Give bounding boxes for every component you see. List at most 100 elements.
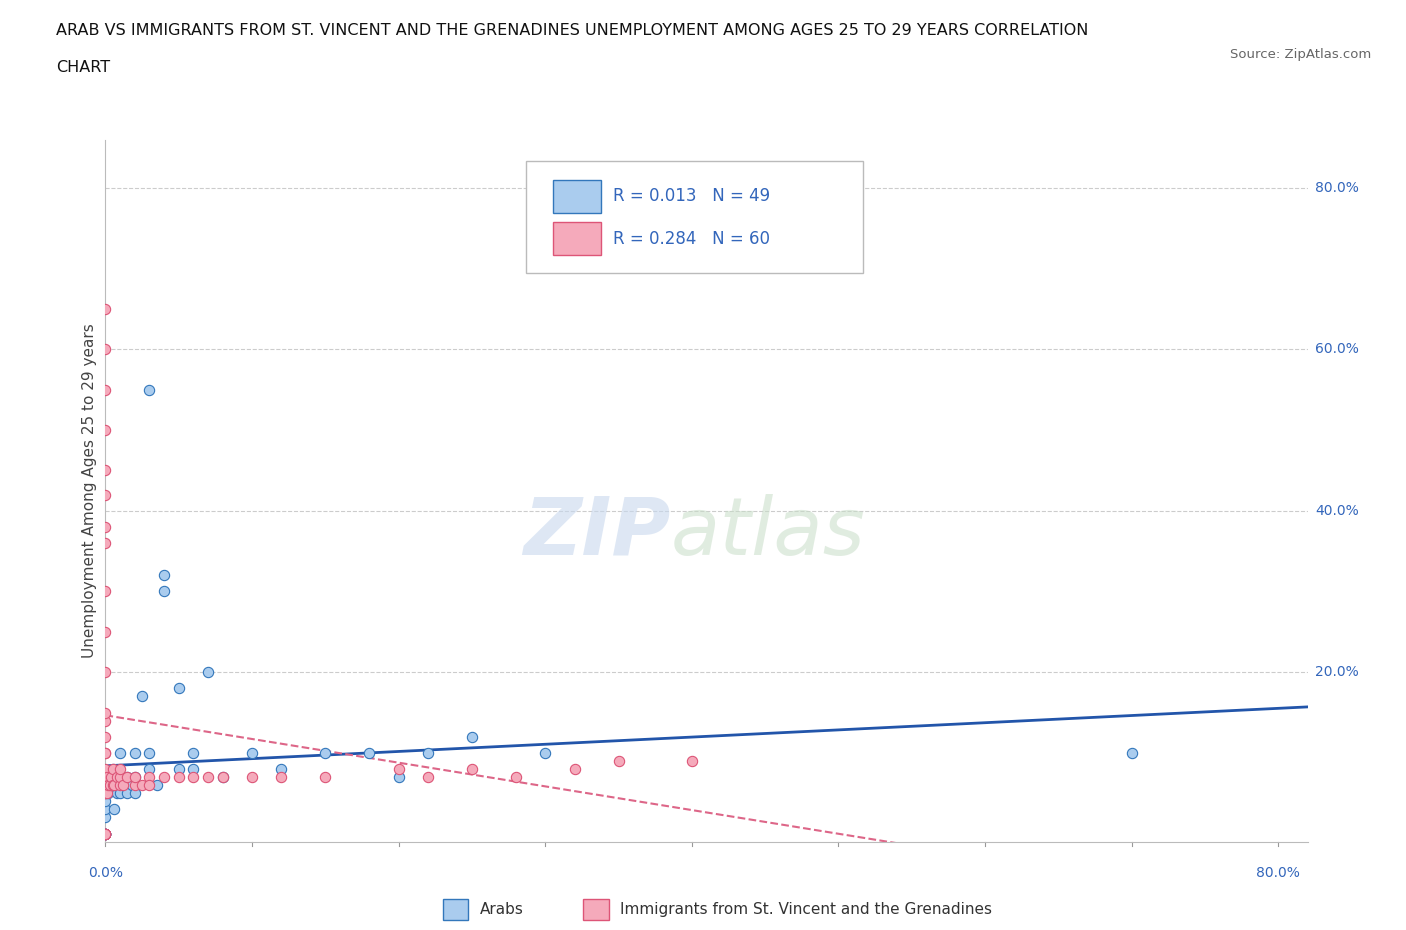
Point — [416, 770, 439, 785]
Point — [534, 746, 557, 761]
Point — [94, 826, 117, 841]
FancyBboxPatch shape — [553, 179, 600, 213]
Point — [117, 786, 139, 801]
Point — [131, 777, 153, 792]
Point — [138, 770, 160, 785]
Point — [505, 770, 527, 785]
Point — [94, 777, 117, 792]
Point — [101, 762, 124, 777]
Point — [108, 786, 131, 801]
Point — [124, 777, 146, 792]
Point — [94, 794, 117, 809]
Point — [153, 770, 176, 785]
Text: 20.0%: 20.0% — [1315, 665, 1358, 679]
Point — [145, 777, 167, 792]
Point — [96, 770, 118, 785]
Text: CHART: CHART — [56, 60, 110, 75]
Point — [314, 746, 336, 761]
Point — [100, 777, 122, 792]
Point — [153, 584, 176, 599]
Point — [94, 520, 117, 535]
Point — [108, 777, 131, 792]
Point — [94, 487, 117, 502]
Point — [138, 382, 160, 397]
Point — [270, 770, 292, 785]
Point — [117, 770, 139, 785]
Text: R = 0.013   N = 49: R = 0.013 N = 49 — [613, 187, 770, 206]
Text: Arabs: Arabs — [479, 902, 523, 917]
Point — [94, 624, 117, 639]
Point — [94, 729, 117, 744]
Point — [461, 762, 484, 777]
Point — [94, 786, 117, 801]
Point — [94, 826, 117, 841]
Point — [108, 746, 131, 761]
Point — [607, 753, 630, 768]
Point — [112, 777, 135, 792]
Point — [97, 786, 120, 801]
Point — [94, 665, 117, 680]
Point — [167, 681, 190, 696]
Point — [94, 810, 117, 825]
Point — [183, 762, 205, 777]
Point — [94, 705, 117, 720]
Point — [197, 665, 219, 680]
Point — [94, 770, 117, 785]
Point — [564, 762, 586, 777]
Text: 80.0%: 80.0% — [1257, 866, 1301, 880]
Point — [94, 463, 117, 478]
Point — [94, 762, 117, 777]
Text: Source: ZipAtlas.com: Source: ZipAtlas.com — [1230, 48, 1371, 61]
Point — [124, 786, 146, 801]
Point — [153, 568, 176, 583]
Point — [94, 826, 117, 841]
Point — [240, 746, 263, 761]
Point — [359, 746, 381, 761]
FancyBboxPatch shape — [553, 221, 600, 256]
Point — [94, 826, 117, 841]
Point — [103, 802, 125, 817]
Text: atlas: atlas — [671, 494, 865, 572]
Point — [138, 762, 160, 777]
Point — [167, 762, 190, 777]
Point — [94, 382, 117, 397]
Point — [94, 826, 117, 841]
Point — [461, 729, 484, 744]
Point — [270, 762, 292, 777]
Point — [211, 770, 233, 785]
Point — [117, 770, 139, 785]
FancyBboxPatch shape — [526, 161, 863, 272]
Text: 60.0%: 60.0% — [1315, 342, 1358, 356]
Y-axis label: Unemployment Among Ages 25 to 29 years: Unemployment Among Ages 25 to 29 years — [82, 324, 97, 658]
Point — [388, 762, 411, 777]
Point — [94, 802, 117, 817]
Point — [94, 826, 117, 841]
Point — [94, 826, 117, 841]
Point — [94, 301, 117, 316]
Point — [124, 770, 146, 785]
Point — [167, 770, 190, 785]
Point — [94, 746, 117, 761]
Point — [101, 762, 124, 777]
Point — [101, 777, 124, 792]
Point — [108, 770, 131, 785]
Point — [94, 826, 117, 841]
Point — [416, 746, 439, 761]
Text: R = 0.284   N = 60: R = 0.284 N = 60 — [613, 230, 769, 247]
Point — [94, 777, 117, 792]
Point — [240, 770, 263, 785]
Point — [681, 753, 703, 768]
Point — [131, 689, 153, 704]
Point — [94, 536, 117, 551]
Point — [94, 770, 117, 785]
Point — [108, 762, 131, 777]
Point — [108, 770, 131, 785]
Point — [1121, 746, 1143, 761]
Point — [197, 770, 219, 785]
Point — [138, 746, 160, 761]
Point — [314, 770, 336, 785]
Point — [94, 786, 117, 801]
Point — [100, 770, 122, 785]
Text: ARAB VS IMMIGRANTS FROM ST. VINCENT AND THE GRENADINES UNEMPLOYMENT AMONG AGES 2: ARAB VS IMMIGRANTS FROM ST. VINCENT AND … — [56, 23, 1088, 38]
Point — [94, 826, 117, 841]
